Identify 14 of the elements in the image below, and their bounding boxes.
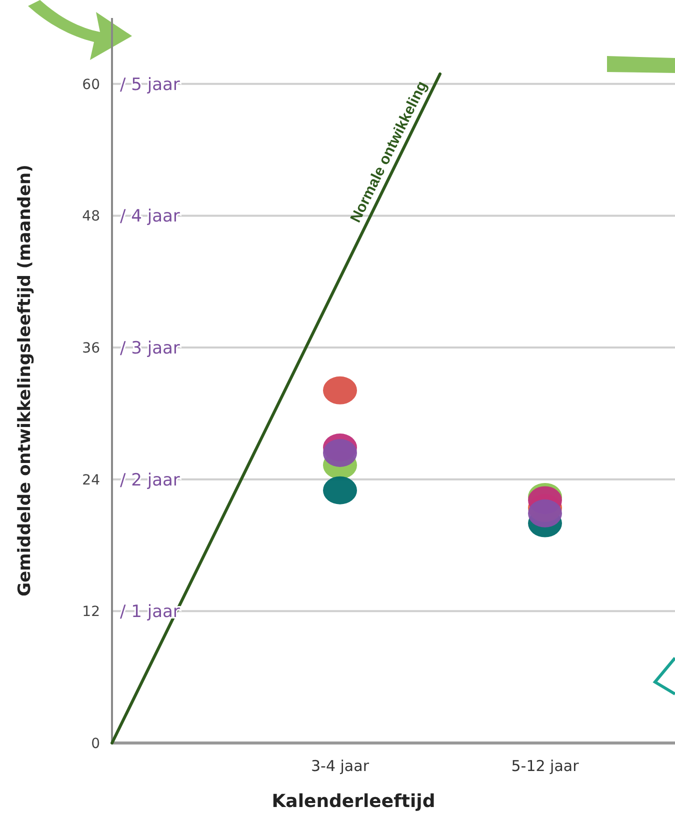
y2-tick-label: / 3 jaar bbox=[120, 338, 180, 358]
y-tick-label: 24 bbox=[82, 472, 100, 488]
y-tick-label: 12 bbox=[82, 604, 100, 620]
y-tick-label: 60 bbox=[82, 76, 100, 93]
x-tick-label: 3-4 jaar bbox=[311, 757, 370, 775]
y-tick-label: 36 bbox=[82, 340, 100, 356]
x-axis-title: Kalenderleeftijd bbox=[272, 791, 436, 812]
x-tick-label: 5-12 jaar bbox=[511, 757, 580, 775]
y-axis-title: Gemiddelde ontwikkelingsleeftijd (maanden) bbox=[15, 164, 35, 596]
y2-tick-label: / 2 jaar bbox=[120, 470, 180, 490]
y2-tick-label: / 5 jaar bbox=[120, 74, 180, 95]
y-tick-label: 0 bbox=[91, 736, 100, 752]
y-tick-label: 48 bbox=[82, 208, 100, 225]
y2-tick-label: / 4 jaar bbox=[120, 206, 180, 227]
